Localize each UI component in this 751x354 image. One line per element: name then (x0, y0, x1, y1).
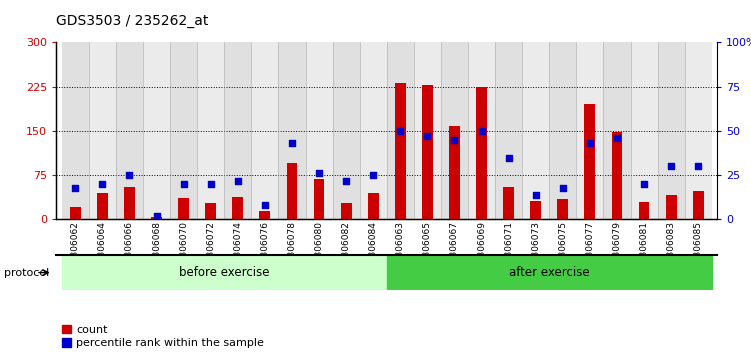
Bar (287, 164, 297, 219)
Bar (314, 179, 324, 219)
Bar (124, 187, 135, 219)
Bar (89, 42, 116, 219)
Bar (549, 42, 576, 219)
Bar (387, 42, 414, 219)
Point (313, 171, 325, 176)
Text: protocol: protocol (4, 268, 49, 278)
Point (394, 128, 406, 134)
Bar (387, 255, 712, 290)
Bar (360, 42, 387, 219)
Point (123, 172, 135, 178)
Bar (576, 42, 604, 219)
Point (638, 181, 650, 187)
Bar (252, 42, 279, 219)
Bar (143, 42, 170, 219)
Bar (495, 42, 522, 219)
Bar (631, 42, 658, 219)
Point (448, 137, 460, 143)
Bar (205, 203, 216, 219)
Bar (333, 42, 360, 219)
Bar (70, 206, 80, 219)
Bar (422, 85, 433, 219)
Point (529, 192, 541, 198)
Bar (279, 42, 306, 219)
Point (502, 155, 514, 160)
Point (205, 181, 217, 187)
Bar (604, 42, 631, 219)
Bar (62, 255, 387, 290)
Bar (62, 42, 89, 219)
Bar (232, 197, 243, 219)
Point (611, 135, 623, 141)
Bar (476, 87, 487, 219)
Bar (306, 42, 333, 219)
Bar (97, 193, 108, 219)
Bar (151, 217, 162, 219)
Point (232, 178, 244, 183)
Bar (665, 195, 677, 219)
Bar (259, 211, 270, 219)
Point (340, 178, 352, 183)
Point (556, 185, 569, 190)
Bar (368, 193, 379, 219)
Text: GDS3503 / 235262_at: GDS3503 / 235262_at (56, 14, 209, 28)
Bar (441, 42, 468, 219)
Point (475, 128, 487, 134)
Bar (170, 42, 198, 219)
Point (69, 185, 81, 190)
Bar (685, 42, 712, 219)
Bar (530, 201, 541, 219)
Bar (178, 198, 189, 219)
Bar (395, 82, 406, 219)
Point (178, 181, 190, 187)
Point (692, 164, 704, 169)
Point (96, 181, 108, 187)
Point (665, 164, 677, 169)
Text: before exercise: before exercise (179, 266, 270, 279)
Bar (468, 42, 495, 219)
Bar (693, 191, 704, 219)
Bar (584, 104, 596, 219)
Bar (658, 42, 685, 219)
Point (286, 141, 298, 146)
Bar (557, 199, 569, 219)
Bar (198, 42, 225, 219)
Text: after exercise: after exercise (509, 266, 590, 279)
Point (150, 213, 162, 219)
Bar (503, 187, 514, 219)
Bar (341, 203, 351, 219)
Bar (414, 42, 441, 219)
Point (259, 202, 271, 208)
Bar (522, 42, 549, 219)
Bar (638, 202, 650, 219)
Bar (611, 132, 623, 219)
Bar (225, 42, 252, 219)
Bar (116, 42, 143, 219)
Point (421, 133, 433, 139)
Point (367, 172, 379, 178)
Legend: count, percentile rank within the sample: count, percentile rank within the sample (62, 325, 264, 348)
Bar (449, 126, 460, 219)
Point (584, 141, 596, 146)
